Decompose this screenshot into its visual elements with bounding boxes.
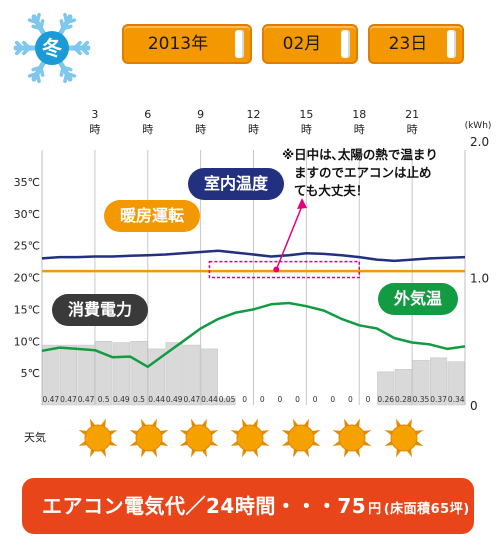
season-label: 冬 bbox=[42, 36, 62, 60]
note-line: ますのでエアコンは止め bbox=[294, 165, 432, 180]
y-tick-label: 5℃ bbox=[21, 367, 40, 380]
outdoor-temp-line bbox=[41, 301, 466, 369]
year-select[interactable]: 2013年 bbox=[122, 24, 252, 64]
y-tick-label: 10℃ bbox=[14, 335, 40, 348]
power-bar-label: 0.28 bbox=[395, 395, 412, 404]
sun-icon bbox=[384, 418, 424, 458]
x-tick-label: 15 時 bbox=[299, 108, 313, 136]
power-bar bbox=[59, 344, 77, 406]
power-bar-labels: 0.47 0.47 0.47 0.5 0.49 0.5 0.44 0.49 0.47 0.44 0.… bbox=[42, 395, 464, 404]
sun-icon bbox=[281, 418, 321, 458]
note-arrow bbox=[208, 198, 360, 279]
y-right-tick-label: 1.0 bbox=[470, 272, 489, 286]
power-bar bbox=[430, 357, 448, 406]
cost-text: エアコン電気代／24時間・・・75 円 (床面積65坪) bbox=[42, 478, 470, 538]
power-bar-label: 0.26 bbox=[377, 395, 394, 404]
y-axis-left-ticks: 5℃ 10℃ 15℃ 20℃ 25℃ 30℃ 35℃ bbox=[14, 176, 40, 380]
power-bar-label: 0.37 bbox=[430, 395, 447, 404]
x-tick-label: 12 時 bbox=[247, 108, 261, 136]
x-tick-label: 18 時 bbox=[352, 108, 366, 136]
sun-icon bbox=[129, 418, 169, 458]
sun-icon bbox=[332, 418, 372, 458]
indoor-temp-callout: 室内温度 bbox=[188, 168, 284, 200]
power-bar-label: 0.47 bbox=[78, 395, 95, 404]
indoor-temp-line bbox=[41, 249, 466, 263]
month-select[interactable]: 02月 bbox=[262, 24, 358, 64]
cost-banner: エアコン電気代／24時間・・・75 円 (床面積65坪) bbox=[22, 478, 474, 534]
sun-icon bbox=[230, 418, 270, 458]
day-select[interactable]: 23日 bbox=[368, 24, 464, 64]
power-bar-label: 0 bbox=[348, 395, 353, 404]
power-bar-label: 0.47 bbox=[60, 395, 77, 404]
y-tick-label: 15℃ bbox=[14, 303, 40, 316]
month-scroll-knob[interactable] bbox=[341, 30, 350, 58]
floor-area-note: (床面積65坪) bbox=[383, 502, 470, 517]
weather-label: 天気 bbox=[24, 430, 46, 444]
power-callout: 消費電力 bbox=[52, 294, 148, 326]
y-tick-label: 35℃ bbox=[14, 176, 40, 189]
power-bar-label: 0.35 bbox=[413, 395, 430, 404]
day-scroll-knob[interactable] bbox=[447, 30, 456, 58]
y-tick-label: 30℃ bbox=[14, 208, 40, 221]
power-bar-label: 0.49 bbox=[166, 395, 183, 404]
power-bar-label: 0 bbox=[313, 395, 318, 404]
day-value: 23日 bbox=[388, 34, 428, 54]
year-value: 2013年 bbox=[147, 34, 209, 54]
y-right-unit: (kWh) bbox=[465, 121, 492, 131]
power-bar-label: 0.44 bbox=[201, 395, 218, 404]
power-bar bbox=[377, 371, 395, 406]
power-bar-label: 0 bbox=[330, 395, 335, 404]
x-tick-label: 21 時 bbox=[405, 108, 419, 136]
note-line: ても大丈夫！ bbox=[294, 183, 369, 198]
power-bar-label: 0.5 bbox=[133, 395, 145, 404]
power-bar-label: 0 bbox=[242, 395, 247, 404]
note-line: ※日中は､太陽の熱で温まり bbox=[282, 147, 438, 162]
chart-series bbox=[41, 249, 466, 369]
power-bar-label: 0 bbox=[366, 395, 371, 404]
y-tick-label: 20℃ bbox=[14, 272, 40, 285]
heating-callout: 暖房運転 bbox=[104, 200, 200, 232]
power-bar-label: 0 bbox=[260, 395, 265, 404]
season-circle bbox=[35, 31, 69, 65]
power-bar-label: 0.47 bbox=[183, 395, 200, 404]
power-bar bbox=[218, 398, 236, 406]
power-bar-label: 0.05 bbox=[219, 395, 236, 404]
power-bar-label: 0.44 bbox=[148, 395, 165, 404]
daytime-note: ※日中は､太陽の熱で温まり ますのでエアコンは止め ても大丈夫！ bbox=[282, 146, 466, 200]
y-axis-right-ticks: (kWh) 0 1.0 2.0 bbox=[465, 121, 492, 413]
power-bar-label: 0.49 bbox=[113, 395, 130, 404]
x-axis-ticks: 3 時 6 時 9 時 12 時 15 時 18 時 21 時 bbox=[89, 108, 419, 136]
power-bar bbox=[165, 342, 183, 406]
power-bar-label: 0.47 bbox=[42, 395, 59, 404]
sun-icon bbox=[78, 418, 118, 458]
power-bar-label: 0.34 bbox=[448, 395, 465, 404]
y-tick-label: 25℃ bbox=[14, 240, 40, 253]
energy-chart: 0.47 0.47 0.47 0.5 0.49 0.5 0.44 0.49 0.47 0.44 0.… bbox=[14, 108, 492, 458]
weather-row bbox=[78, 418, 424, 458]
cost-main: エアコン電気代／24時間・・・75 bbox=[42, 494, 367, 518]
outdoor-temp-callout: 外気温 bbox=[378, 283, 458, 315]
daytime-highlight-box bbox=[208, 260, 360, 279]
y-right-tick-label: 0 bbox=[470, 399, 478, 413]
sun-icon bbox=[179, 418, 219, 458]
power-bar-label: 0 bbox=[278, 395, 283, 404]
year-scroll-knob[interactable] bbox=[235, 30, 244, 58]
month-value: 02月 bbox=[282, 34, 322, 54]
power-bar-label: 0.5 bbox=[98, 395, 110, 404]
power-bar-label: 0 bbox=[295, 395, 300, 404]
cost-unit: 円 bbox=[368, 502, 382, 517]
season-badge bbox=[13, 12, 91, 84]
y-right-tick-label: 2.0 bbox=[470, 135, 489, 149]
